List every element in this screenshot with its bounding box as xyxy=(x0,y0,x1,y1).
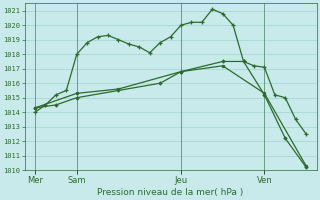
X-axis label: Pression niveau de la mer( hPa ): Pression niveau de la mer( hPa ) xyxy=(98,188,244,197)
